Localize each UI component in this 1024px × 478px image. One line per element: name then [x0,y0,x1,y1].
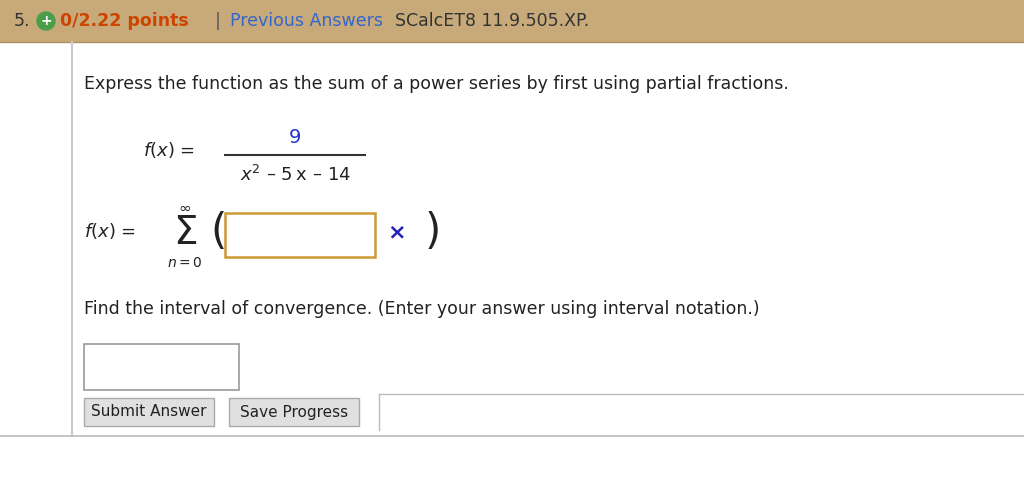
Text: Find the interval of convergence. (Enter your answer using interval notation.): Find the interval of convergence. (Enter… [84,300,760,318]
Text: 5.: 5. [14,12,31,30]
FancyBboxPatch shape [0,0,1024,42]
FancyBboxPatch shape [84,344,239,390]
Text: $x^2$ – 5 x – 14: $x^2$ – 5 x – 14 [240,165,350,185]
FancyBboxPatch shape [84,398,214,426]
Text: $\mathit{f}(\mathit{x})$ =: $\mathit{f}(\mathit{x})$ = [143,140,195,160]
Text: Save Progress: Save Progress [240,404,348,420]
Text: (: ( [210,211,226,253]
Text: +: + [40,13,52,28]
Text: $\mathit{f}(\mathit{x})$ =: $\mathit{f}(\mathit{x})$ = [84,221,136,241]
Text: $n = 0$: $n = 0$ [167,256,203,270]
Text: 0/2.22 points: 0/2.22 points [60,12,188,30]
Text: 9: 9 [289,128,301,146]
Text: Express the function as the sum of a power series by first using partial fractio: Express the function as the sum of a pow… [84,75,788,93]
Circle shape [37,12,55,30]
FancyBboxPatch shape [229,398,359,426]
Text: Previous Answers: Previous Answers [230,12,383,30]
Text: $\Sigma$: $\Sigma$ [173,214,197,252]
Text: SCalcET8 11.9.505.XP.: SCalcET8 11.9.505.XP. [395,12,589,30]
Text: ×: × [388,222,407,242]
Text: |: | [215,12,221,30]
FancyBboxPatch shape [225,213,375,257]
Text: ): ) [425,211,441,253]
Text: Submit Answer: Submit Answer [91,404,207,420]
Text: $\infty$: $\infty$ [178,199,191,215]
